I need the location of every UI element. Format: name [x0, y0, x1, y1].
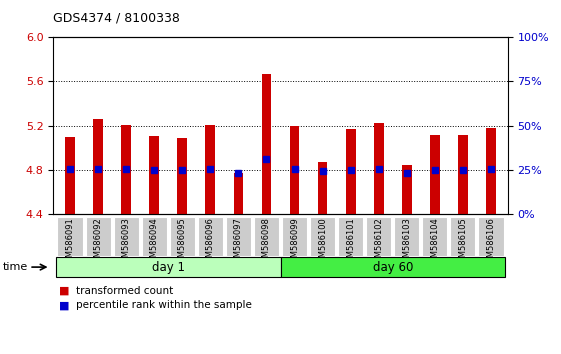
- Text: GSM586104: GSM586104: [430, 218, 439, 268]
- Text: GSM586103: GSM586103: [402, 218, 411, 268]
- Text: GSM586100: GSM586100: [318, 218, 327, 268]
- Text: time: time: [3, 262, 28, 272]
- Text: GSM586092: GSM586092: [94, 218, 103, 268]
- Bar: [233, 173, 243, 214]
- Bar: [486, 128, 496, 214]
- Bar: [402, 166, 412, 214]
- Bar: [280, 257, 505, 277]
- Bar: [205, 125, 215, 214]
- Bar: [254, 217, 279, 256]
- Text: GSM586094: GSM586094: [150, 218, 159, 268]
- Bar: [318, 162, 328, 214]
- Text: GSM586098: GSM586098: [262, 218, 271, 268]
- Bar: [149, 136, 159, 214]
- Bar: [366, 217, 392, 256]
- Text: GSM586105: GSM586105: [458, 218, 467, 268]
- Bar: [113, 217, 139, 256]
- Text: GSM586096: GSM586096: [206, 218, 215, 268]
- Bar: [374, 124, 384, 214]
- Text: GSM586093: GSM586093: [122, 218, 131, 268]
- Text: GSM586099: GSM586099: [290, 218, 299, 268]
- Bar: [169, 217, 195, 256]
- Bar: [226, 217, 251, 256]
- Text: GSM586101: GSM586101: [346, 218, 355, 268]
- Bar: [65, 137, 75, 214]
- Bar: [57, 217, 83, 256]
- Bar: [450, 217, 476, 256]
- Bar: [197, 217, 223, 256]
- Bar: [478, 217, 504, 256]
- Text: GSM586097: GSM586097: [234, 218, 243, 268]
- Bar: [346, 129, 356, 214]
- Bar: [422, 217, 448, 256]
- Bar: [261, 74, 272, 214]
- Bar: [458, 135, 468, 214]
- Text: GSM586095: GSM586095: [178, 218, 187, 268]
- Bar: [177, 138, 187, 214]
- Text: GSM586106: GSM586106: [486, 218, 495, 268]
- Text: percentile rank within the sample: percentile rank within the sample: [76, 300, 252, 310]
- Bar: [141, 217, 167, 256]
- Bar: [289, 126, 300, 214]
- Bar: [93, 119, 103, 214]
- Bar: [56, 257, 280, 277]
- Text: GSM586102: GSM586102: [374, 218, 383, 268]
- Bar: [85, 217, 111, 256]
- Bar: [310, 217, 335, 256]
- Text: GSM586091: GSM586091: [66, 218, 75, 268]
- Text: transformed count: transformed count: [76, 286, 173, 296]
- Bar: [121, 125, 131, 214]
- Text: day 1: day 1: [152, 261, 185, 274]
- Text: day 60: day 60: [373, 261, 413, 274]
- Bar: [338, 217, 364, 256]
- Text: GDS4374 / 8100338: GDS4374 / 8100338: [53, 12, 180, 25]
- Bar: [394, 217, 420, 256]
- Text: ■: ■: [59, 300, 70, 310]
- Text: ■: ■: [59, 286, 70, 296]
- Bar: [430, 135, 440, 214]
- Bar: [282, 217, 307, 256]
